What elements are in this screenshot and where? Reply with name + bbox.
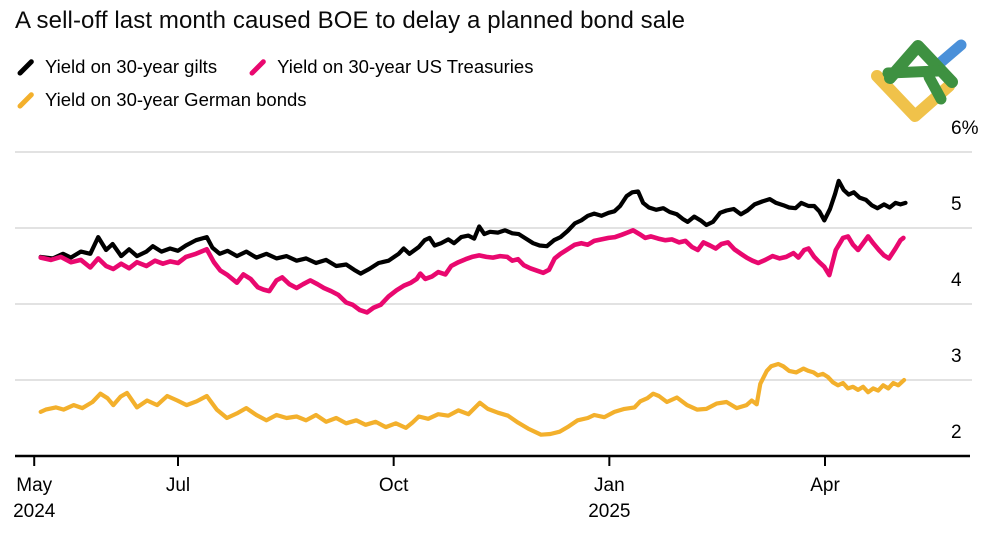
x-axis-label-Apr: Apr	[810, 475, 840, 496]
logo-green-stub	[923, 71, 947, 105]
y-axis-label-3: 3	[951, 346, 962, 367]
legend-label-german-bonds: Yield on 30-year German bonds	[45, 89, 307, 110]
y-axis-label-2: 2	[951, 422, 962, 443]
series-line-gilts	[38, 178, 908, 276]
logo-blue-stroke	[934, 39, 967, 69]
legend-label-us-treasuries: Yield on 30-year US Treasuries	[277, 56, 534, 77]
series-line-us-treasuries	[38, 228, 906, 315]
x-axis-year-label-2025: 2025	[588, 501, 631, 522]
x-axis-tick-label-Oct: Oct	[379, 473, 409, 499]
x-axis-tick-label-Jan: Jan 2025	[588, 473, 630, 525]
logo-green-crossbar	[882, 65, 944, 79]
x-axis-tick-label-Apr: Apr	[810, 473, 840, 499]
legend-item-german-bonds: Yield on 30-year German bonds	[15, 87, 307, 113]
y-axis-label-6: 6%	[951, 118, 979, 139]
x-axis-label-May: May	[16, 475, 53, 496]
legend-item-gilts: Yield on 30-year gilts	[15, 54, 217, 80]
chart-title: A sell-off last month caused BOE to dela…	[15, 7, 686, 34]
legend-item-us-treasuries: Yield on 30-year US Treasuries	[247, 54, 533, 80]
x-axis-year-label-2024: 2024	[13, 501, 56, 522]
y-axis-label-5: 5	[951, 194, 962, 215]
series-line-german-bonds	[38, 361, 907, 437]
x-axis-label-Jul: Jul	[165, 475, 191, 496]
x-axis-tick-label-Jul: Jul	[166, 473, 190, 499]
x-axis-label-Jan: Jan	[594, 475, 625, 496]
y-axis-label-4: 4	[951, 270, 962, 291]
x-axis-label-Oct: Oct	[378, 475, 409, 496]
litefinance-logo-icon	[871, 39, 967, 122]
chart-legend: Yield on 30-year gilts Yield on 30-year …	[15, 54, 695, 113]
x-axis-tick-label-May: May 2024	[13, 473, 55, 525]
legend-label-gilts: Yield on 30-year gilts	[45, 56, 218, 77]
